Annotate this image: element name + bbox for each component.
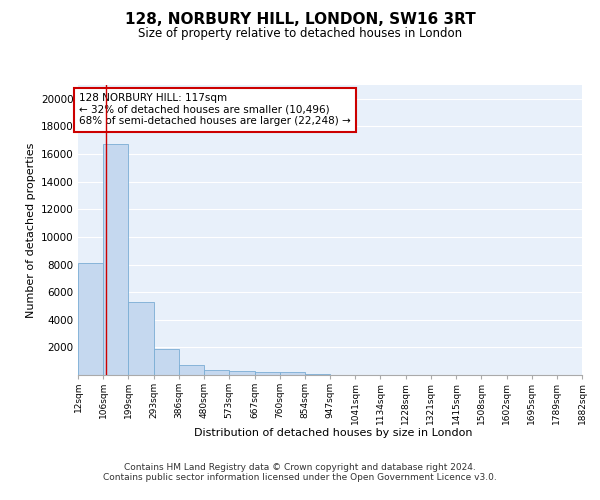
Bar [179,366,204,375]
Text: Size of property relative to detached houses in London: Size of property relative to detached ho… [138,28,462,40]
Bar [280,372,305,375]
Bar [154,350,179,375]
Bar [128,302,154,375]
Bar [254,372,280,375]
Bar [78,263,103,375]
Bar [103,144,128,375]
Y-axis label: Number of detached properties: Number of detached properties [26,142,35,318]
Text: 128 NORBURY HILL: 117sqm
← 32% of detached houses are smaller (10,496)
68% of se: 128 NORBURY HILL: 117sqm ← 32% of detach… [79,94,351,126]
Text: 128, NORBURY HILL, LONDON, SW16 3RT: 128, NORBURY HILL, LONDON, SW16 3RT [125,12,475,28]
Text: Contains public sector information licensed under the Open Government Licence v3: Contains public sector information licen… [103,472,497,482]
Bar [229,371,254,375]
Text: Contains HM Land Registry data © Crown copyright and database right 2024.: Contains HM Land Registry data © Crown c… [124,462,476,471]
Bar [305,374,330,375]
Bar [204,370,229,375]
Text: Distribution of detached houses by size in London: Distribution of detached houses by size … [194,428,472,438]
